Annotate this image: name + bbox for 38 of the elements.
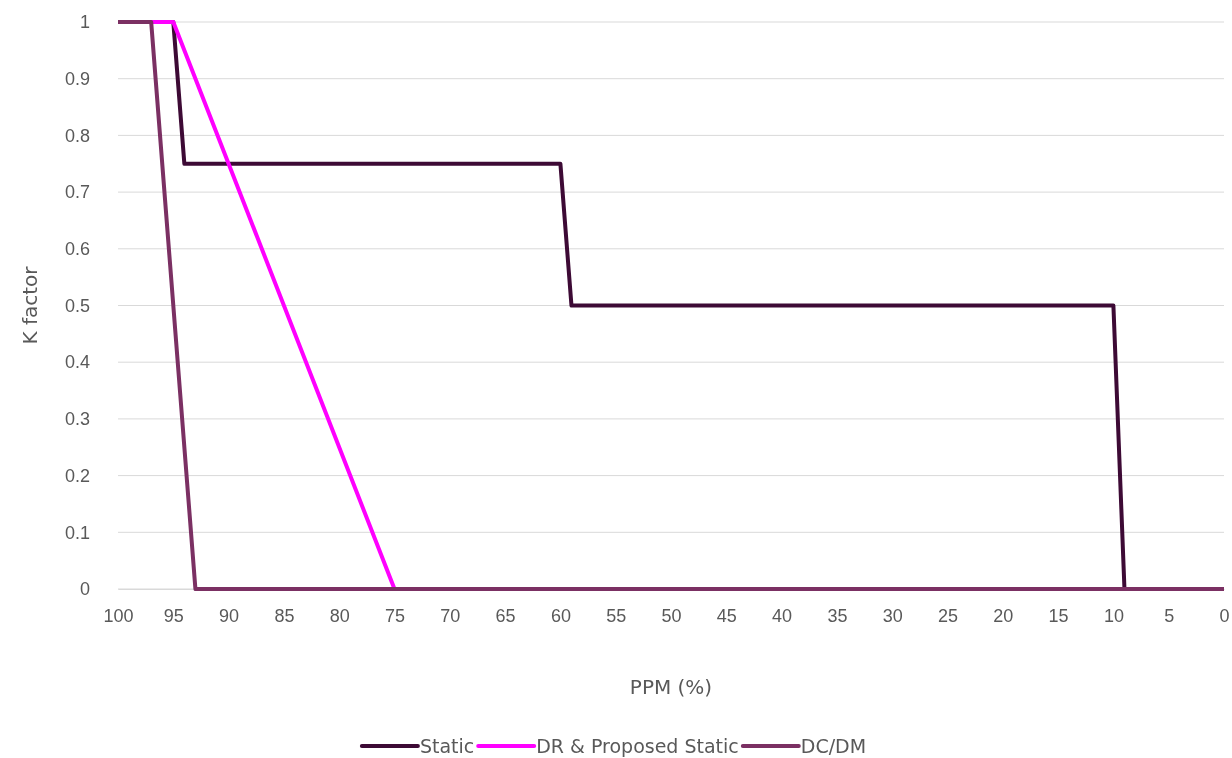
- x-tick-label: 10: [1103, 605, 1124, 626]
- line-series: [116, 20, 1226, 591]
- x-tick-label: 75: [384, 605, 406, 626]
- x-tick-label: 25: [937, 605, 959, 626]
- legend-label: DR & Proposed Static: [536, 735, 739, 757]
- x-tick-label: 55: [606, 605, 627, 626]
- x-tick-label: 35: [827, 605, 848, 626]
- y-tick-label: 0.4: [64, 352, 90, 373]
- y-tick-label: 0.9: [64, 68, 90, 89]
- x-tick-label: 30: [882, 605, 903, 626]
- y-axis-title: K factor: [18, 265, 42, 345]
- x-tick-label: 65: [495, 605, 516, 626]
- x-tick-label: 60: [550, 605, 571, 626]
- y-tick-label: 0.1: [64, 522, 90, 543]
- y-tick-label: 0: [79, 579, 90, 600]
- x-tick-label: 70: [440, 605, 461, 626]
- y-tick-label: 1: [79, 12, 90, 33]
- x-tick-label: 95: [163, 605, 184, 626]
- x-tick-label: 80: [329, 605, 350, 626]
- legend-label: DC/DM: [800, 735, 867, 757]
- x-tick-label: 40: [772, 605, 793, 626]
- x-tick-label: 85: [274, 605, 295, 626]
- x-tick-label: 20: [993, 605, 1014, 626]
- x-tick-label: 45: [716, 605, 737, 626]
- x-tick-label: 15: [1048, 605, 1069, 626]
- y-tick-label: 0.8: [64, 125, 90, 146]
- x-tick-label: 5: [1164, 605, 1175, 626]
- x-axis-title: PPM (%): [629, 675, 713, 699]
- x-tick-label: 0: [1219, 605, 1230, 626]
- y-tick-label: 0.7: [64, 182, 90, 203]
- y-tick-label: 0.3: [64, 409, 90, 430]
- x-tick-label: 90: [219, 605, 240, 626]
- x-tick-label: 50: [661, 605, 682, 626]
- x-tick-label: 100: [103, 605, 134, 626]
- y-tick-label: 0.5: [64, 295, 90, 316]
- y-tick-label: 0.6: [64, 239, 90, 260]
- y-tick-label: 0.2: [64, 465, 90, 486]
- legend-label: Static: [419, 735, 475, 757]
